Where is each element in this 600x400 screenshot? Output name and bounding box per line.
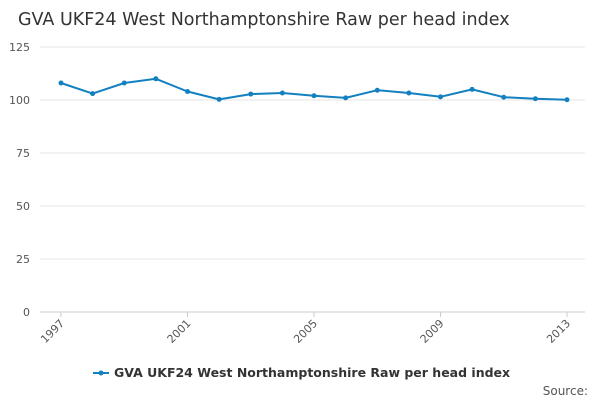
chart-title: GVA UKF24 West Northamptonshire Raw per … xyxy=(18,10,510,30)
data-point xyxy=(438,94,443,100)
data-point xyxy=(501,94,507,100)
data-point xyxy=(216,96,222,102)
data-point xyxy=(185,89,190,95)
y-tick-label: 0 xyxy=(23,306,30,319)
x-tick-label: 2009 xyxy=(418,317,447,346)
y-tick-label: 100 xyxy=(9,94,30,107)
data-point xyxy=(58,80,64,86)
data-point xyxy=(343,95,349,101)
x-tick-label: 2001 xyxy=(165,317,194,346)
y-tick-label: 75 xyxy=(16,147,30,160)
x-tick-label: 2005 xyxy=(291,317,320,346)
grid-lines xyxy=(40,46,585,313)
y-tick-label: 25 xyxy=(16,253,30,266)
series-layer xyxy=(58,76,570,103)
x-axis-ticks: 1997 2001 2005 2009 2013 xyxy=(38,312,573,346)
data-point xyxy=(279,90,285,96)
data-point xyxy=(469,86,475,92)
legend-marker-icon xyxy=(98,370,104,376)
data-point xyxy=(153,76,159,82)
legend-label[interactable]: GVA UKF24 West Northamptonshire Raw per … xyxy=(114,365,510,380)
data-point xyxy=(564,97,570,103)
x-tick-label: 2013 xyxy=(544,317,573,346)
data-point xyxy=(121,80,127,86)
legend[interactable]: GVA UKF24 West Northamptonshire Raw per … xyxy=(93,365,510,380)
data-point xyxy=(90,91,96,97)
data-point xyxy=(406,90,412,96)
data-point xyxy=(311,93,317,99)
y-axis-ticks: 0 25 50 75 100 125 xyxy=(9,41,30,319)
x-tick-label: 1997 xyxy=(38,317,67,346)
data-point xyxy=(374,87,380,93)
y-tick-label: 125 xyxy=(9,41,30,54)
source-label: Source: xyxy=(543,384,588,398)
data-point xyxy=(532,96,538,102)
data-point xyxy=(248,91,254,97)
y-tick-label: 50 xyxy=(16,200,30,213)
